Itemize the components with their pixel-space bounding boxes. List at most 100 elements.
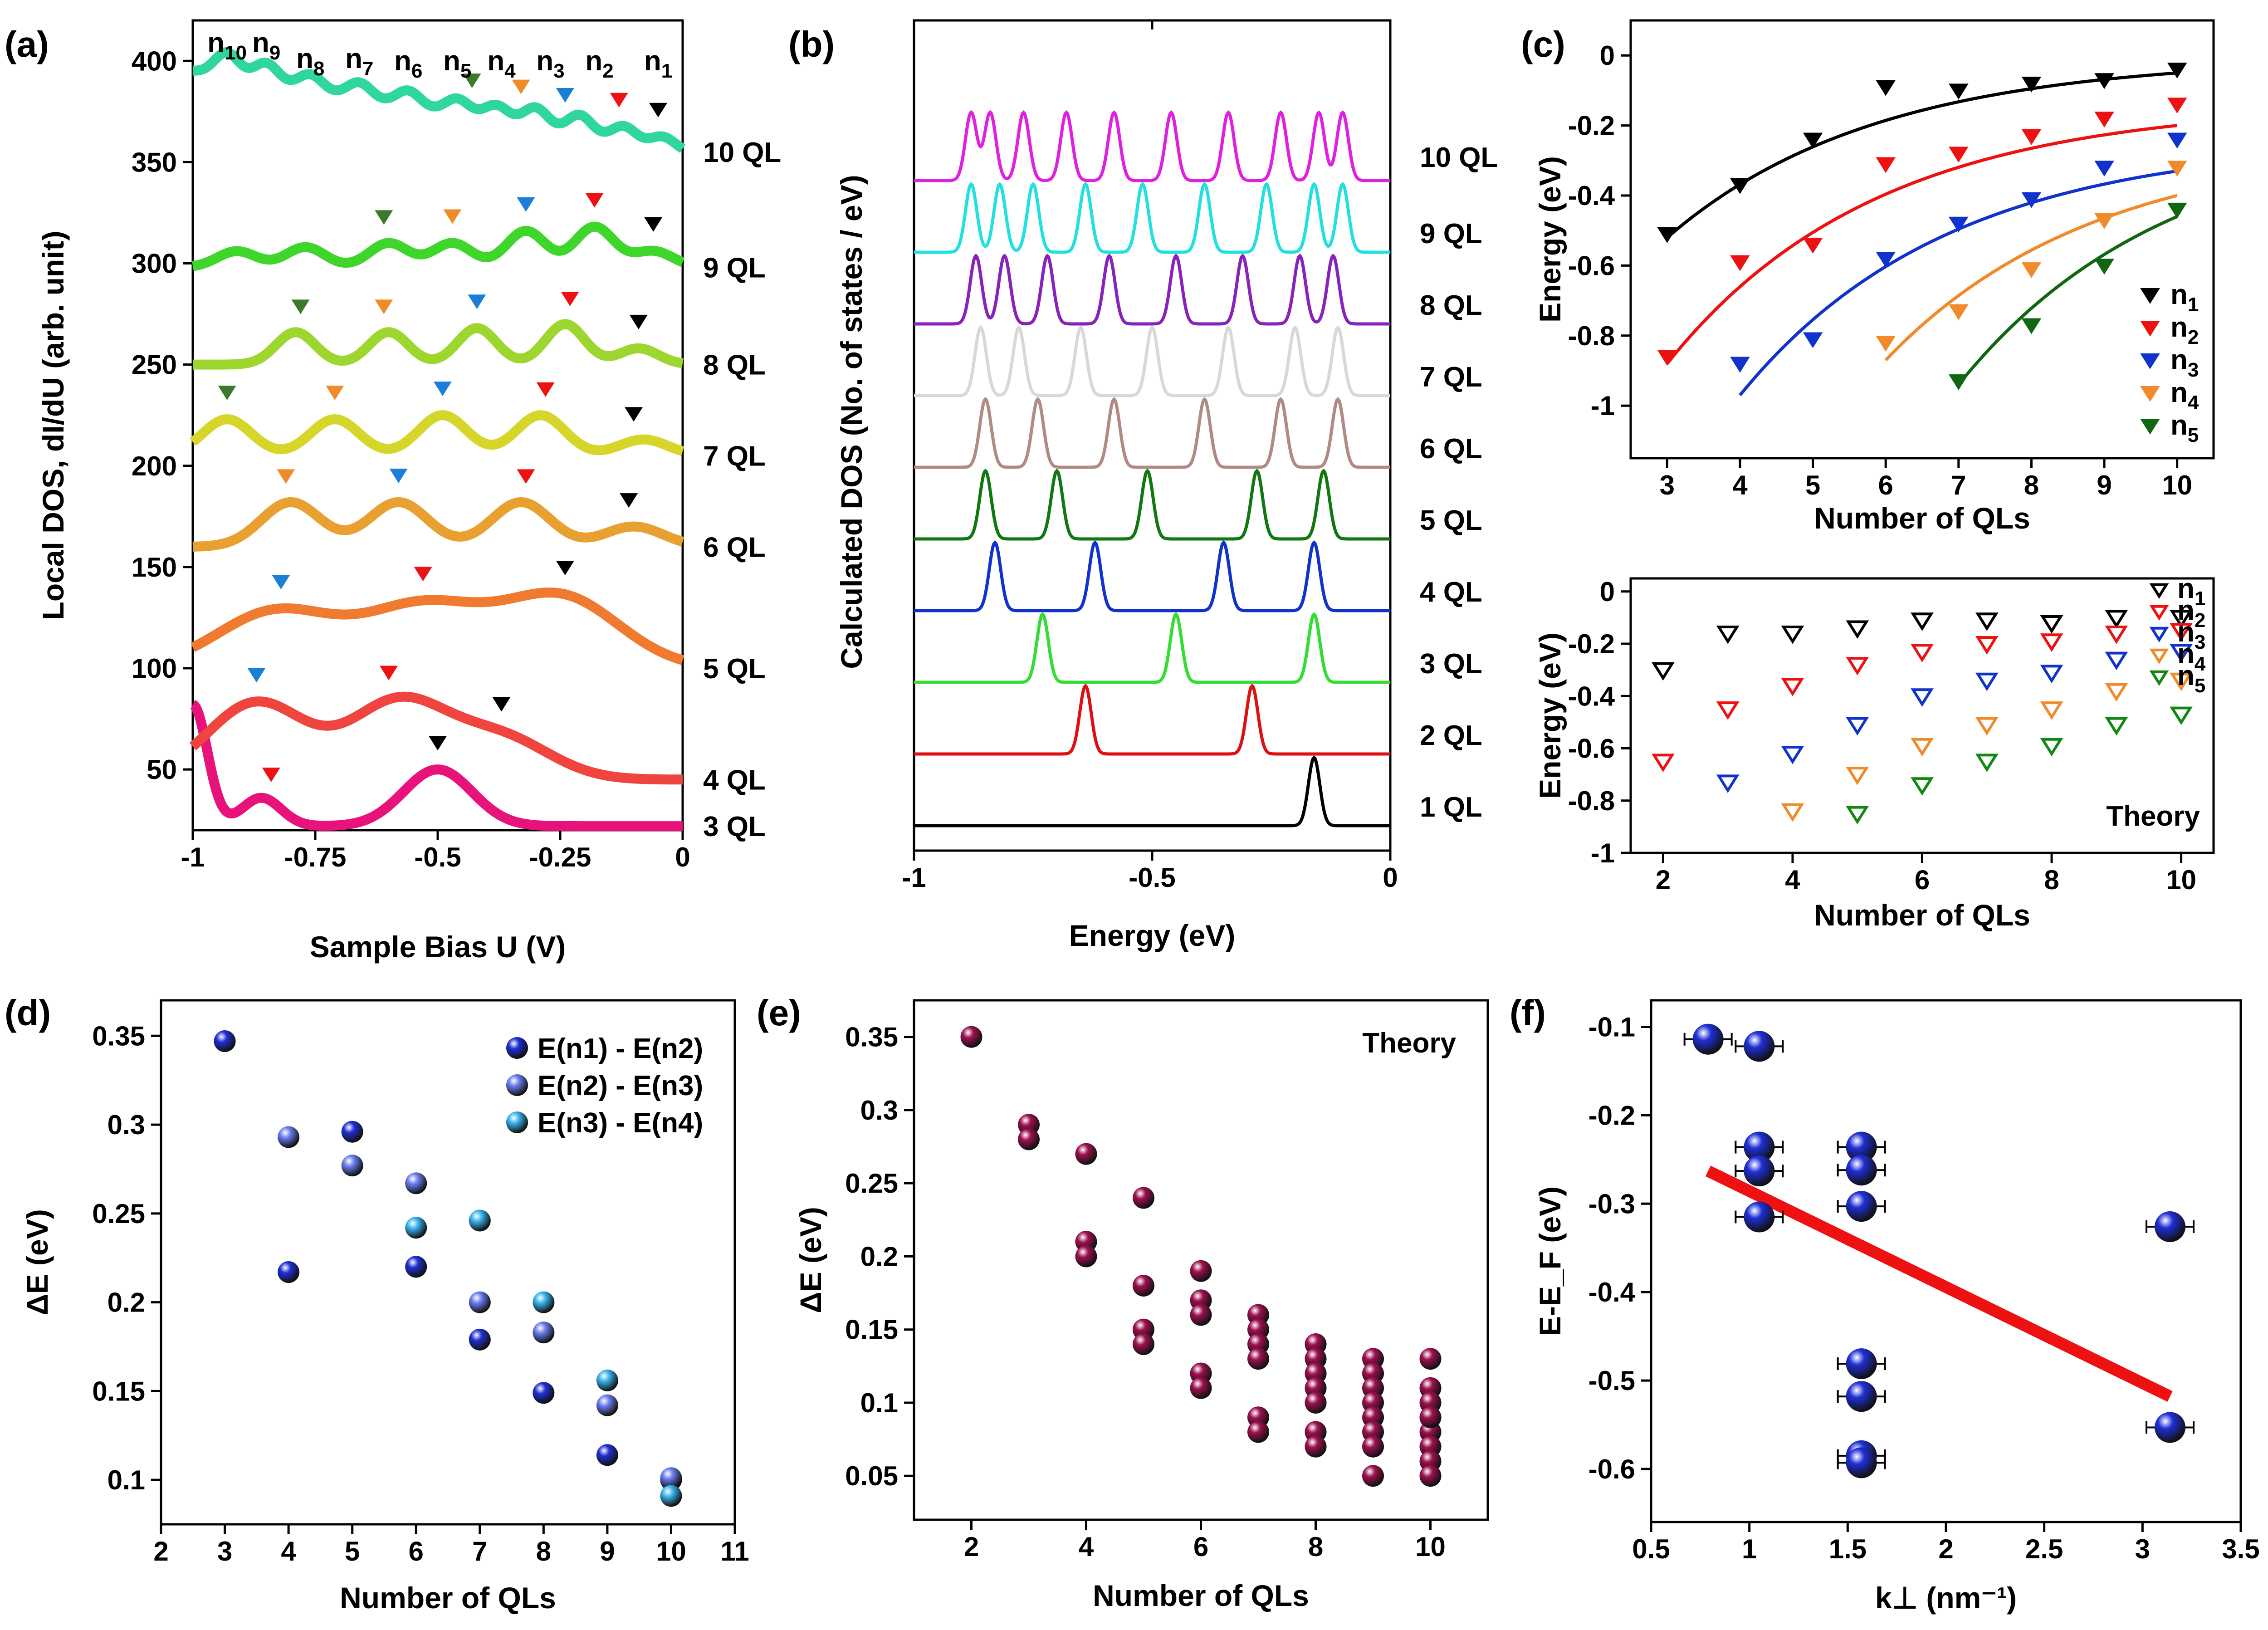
- label-sub: 4: [504, 60, 516, 82]
- data-marker: [2094, 259, 2114, 275]
- y-tick-label: 0.1: [860, 1388, 898, 1418]
- x-tick-label: 8: [2044, 865, 2059, 895]
- peak-marker: [414, 567, 432, 582]
- series-label: 8 QL: [703, 350, 766, 381]
- axes-frame: [913, 999, 1489, 1521]
- series-line: [914, 182, 1390, 254]
- data-point: [1744, 1131, 1775, 1163]
- legend-marker: [2149, 627, 2169, 643]
- x-axis-label: Number of QLs: [340, 1581, 556, 1615]
- axes-frame: [1650, 999, 2242, 1523]
- y-tick-label: -0.2: [1568, 629, 1615, 659]
- label-sub: 2: [2188, 326, 2199, 348]
- legend-label: n4: [2170, 377, 2199, 414]
- data-marker: [1911, 644, 1934, 662]
- y-tick-label: -0.5: [1589, 1366, 1635, 1396]
- axes-frame: [913, 19, 1392, 852]
- y-tick-label: -0.8: [1568, 321, 1615, 351]
- series-label: 4 QL: [703, 764, 766, 796]
- legend-label: n1: [2177, 573, 2205, 610]
- level-label: n8: [296, 43, 324, 80]
- y-tick-label: -0.4: [1568, 181, 1615, 211]
- peak-marker: [272, 575, 290, 590]
- level-label: n1: [644, 45, 672, 82]
- x-axis-label: k⊥ (nm⁻¹): [1875, 1581, 2017, 1615]
- x-tick-label: 4: [1732, 470, 1748, 500]
- x-tick-label: 5: [345, 1536, 360, 1566]
- data-marker: [2021, 192, 2042, 208]
- fit-curve: [1666, 71, 2177, 239]
- series-line: [914, 612, 1390, 684]
- data-point: [1362, 1435, 1384, 1458]
- legend-marker: [2149, 605, 2169, 621]
- x-tick-label: 10: [656, 1536, 686, 1566]
- data-marker: [2021, 129, 2042, 145]
- legend-marker: [506, 1037, 528, 1059]
- series-line: [189, 587, 686, 665]
- data-marker: [2094, 213, 2114, 229]
- label-base: n: [487, 45, 504, 77]
- panel-e-delta-e-theory: 2 4 6 8 10 0.05 0.1 0.15 0.2 0.25 0.3 0.35 Number of…: [794, 999, 1489, 1612]
- data-marker: [1846, 717, 1869, 736]
- peak-marker: [262, 767, 280, 782]
- level-label: n5: [443, 45, 471, 82]
- data-point: [1247, 1348, 1269, 1370]
- data-marker: [2040, 738, 2063, 757]
- panel-d-delta-e: 2 3 4 5 6 7 8 9 10 11 0.1 0.15 0.2 0.25 0.3 0.35 Number …: [20, 999, 749, 1615]
- legend-label: n1: [2170, 279, 2199, 316]
- x-tick-label: 0: [1383, 862, 1398, 893]
- data-point: [1133, 1187, 1154, 1209]
- x-tick-label: 10: [1415, 1532, 1446, 1562]
- data-point: [596, 1394, 618, 1416]
- data-marker: [2105, 626, 2128, 644]
- data-point: [660, 1485, 682, 1507]
- label-base: n: [394, 45, 411, 77]
- label-base: n: [2177, 638, 2195, 670]
- data-point: [1744, 1155, 1775, 1187]
- theory-label: Theory: [2106, 801, 2200, 832]
- label-base: n: [2177, 660, 2195, 691]
- label-sub: 2: [602, 60, 613, 82]
- data-marker: [1975, 612, 1999, 631]
- legend-marker: [2140, 419, 2160, 435]
- data-marker: [1651, 662, 1675, 681]
- data-marker: [1949, 83, 1969, 100]
- peak-marker: [629, 314, 648, 329]
- series-label: 6 QL: [1420, 433, 1482, 465]
- data-point: [469, 1328, 491, 1351]
- level-label: n7: [345, 43, 373, 80]
- y-tick-label: 0.1: [108, 1465, 145, 1495]
- series-line: [189, 691, 686, 785]
- data-marker: [1781, 803, 1804, 822]
- data-marker: [2105, 717, 2128, 736]
- y-tick-label: -0.6: [1589, 1454, 1635, 1484]
- data-marker: [2170, 672, 2193, 691]
- y-tick-label: 0.15: [92, 1376, 145, 1406]
- data-marker: [1975, 717, 1999, 736]
- peak-marker: [375, 210, 393, 225]
- series-line: [189, 700, 686, 832]
- label-base: n: [2177, 573, 2195, 604]
- peak-marker: [644, 217, 663, 232]
- label-sub: 5: [2188, 424, 2199, 446]
- y-tick-label: -1: [1591, 838, 1615, 868]
- data-marker: [1876, 157, 1896, 173]
- series-label: 10 QL: [703, 137, 781, 168]
- legend-label: E(n1) - E(n2): [538, 1033, 703, 1064]
- data-point: [660, 1467, 682, 1489]
- label-sub: 4: [2188, 392, 2199, 414]
- legend-label: n3: [2170, 344, 2199, 381]
- y-tick-label: 50: [147, 754, 177, 785]
- data-point: [1133, 1274, 1154, 1297]
- series-label: 7 QL: [703, 441, 766, 472]
- data-marker: [1781, 678, 1804, 696]
- y-tick-label: -0.6: [1568, 250, 1615, 281]
- label-base: n: [2170, 279, 2188, 310]
- label-sub: 4: [2195, 653, 2206, 675]
- series-line: [189, 221, 686, 271]
- x-tick-label: 2: [1656, 865, 1671, 895]
- peak-marker: [585, 193, 604, 208]
- label-base: n: [536, 45, 553, 77]
- y-axis-label: ΔE (eV): [794, 1207, 827, 1313]
- data-point: [1744, 1201, 1775, 1233]
